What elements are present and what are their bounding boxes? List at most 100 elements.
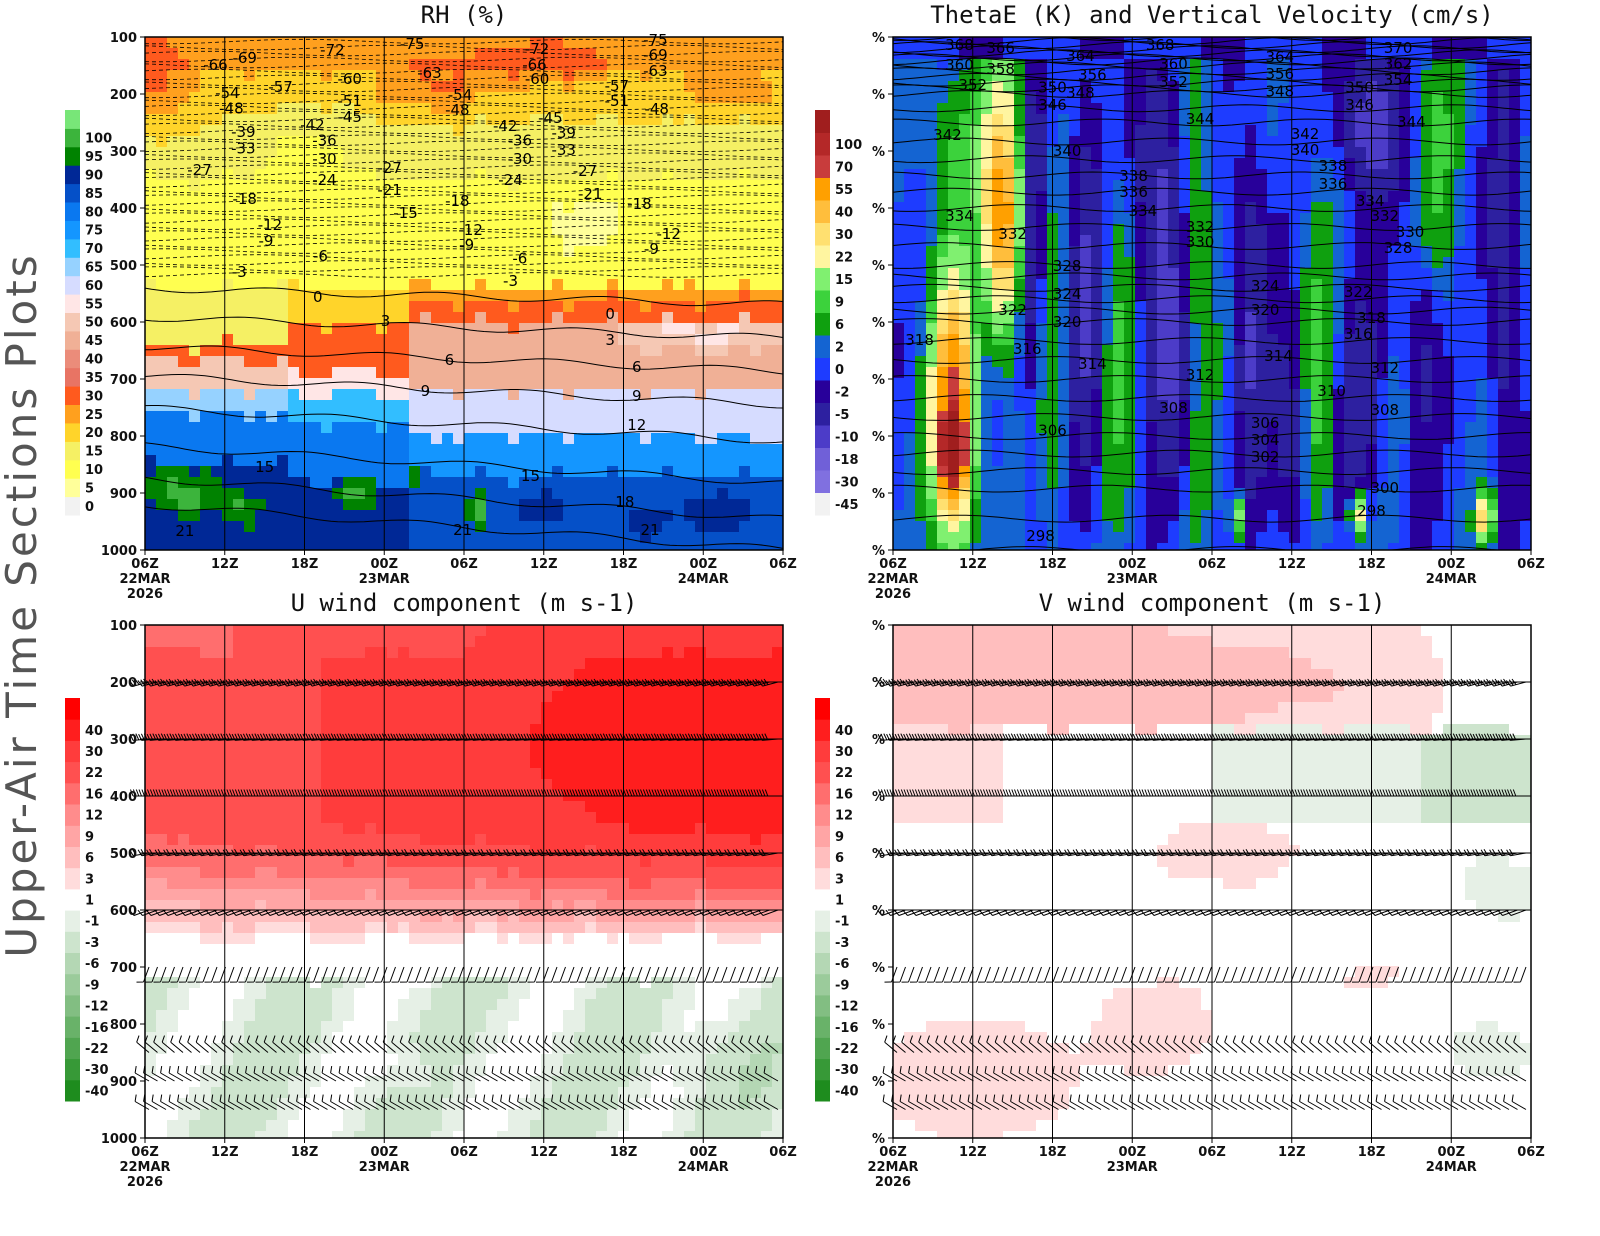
field-cell (761, 422, 773, 434)
field-cell (1025, 59, 1037, 71)
field-cell (409, 301, 421, 313)
field-cell (365, 455, 377, 467)
field-cell (233, 125, 245, 137)
field-cell (343, 268, 355, 280)
field-cell (365, 136, 377, 148)
field-cell (717, 510, 729, 522)
field-cell (1146, 180, 1158, 192)
field-cell (486, 455, 498, 467)
field-cell (431, 466, 443, 478)
field-cell (1135, 147, 1147, 159)
field-cell (354, 323, 366, 335)
field-cell (321, 235, 333, 247)
field-cell (431, 301, 443, 313)
field-cell (1212, 114, 1224, 126)
field-cell (464, 37, 476, 49)
field-cell (728, 532, 740, 544)
field-cell (761, 268, 773, 280)
field-cell (915, 70, 927, 82)
field-cell (409, 180, 421, 192)
field-cell (1003, 532, 1015, 544)
field-cell (310, 37, 322, 49)
field-cell (541, 48, 553, 60)
field-cell (211, 455, 223, 467)
field-cell (266, 92, 278, 104)
field-cell (728, 378, 740, 390)
field-cell (145, 158, 157, 170)
field-cell (937, 488, 949, 500)
field-cell (772, 466, 784, 478)
field-cell (1278, 389, 1290, 401)
field-cell (1344, 147, 1356, 159)
field-cell (178, 323, 190, 335)
field-cell (706, 169, 718, 181)
field-cell (453, 411, 465, 423)
contour-label: 12 (627, 416, 646, 434)
field-cell (1190, 114, 1202, 126)
field-cell (1355, 202, 1367, 214)
field-cell (1003, 433, 1015, 445)
field-cell (1135, 455, 1147, 467)
field-cell (508, 180, 520, 192)
field-cell (222, 235, 234, 247)
field-cell (893, 81, 905, 93)
field-cell (1135, 477, 1147, 489)
field-cell (1201, 213, 1213, 225)
field-cell (1168, 521, 1180, 533)
field-cell (1014, 59, 1026, 71)
field-cell (200, 422, 212, 434)
field-cell (343, 510, 355, 522)
field-cell (222, 70, 234, 82)
field-cell (750, 433, 762, 445)
field-cell (354, 37, 366, 49)
field-cell (398, 499, 410, 511)
field-cell (1069, 312, 1081, 324)
field-cell (1234, 268, 1246, 280)
field-cell (288, 499, 300, 511)
field-cell (1311, 158, 1323, 170)
field-cell (1223, 466, 1235, 478)
field-cell (574, 367, 586, 379)
contour-line (144, 68, 784, 75)
field-cell (1069, 290, 1081, 302)
field-cell (915, 378, 927, 390)
field-cell (750, 488, 762, 500)
field-cell (508, 59, 520, 71)
field-cell (156, 70, 168, 82)
field-cell (915, 147, 927, 159)
field-cell (387, 389, 399, 401)
field-cell (1223, 389, 1235, 401)
field-cell (937, 345, 949, 357)
field-cell (772, 411, 784, 423)
field-cell (728, 235, 740, 247)
contour-label: -75 (643, 31, 668, 49)
field-cell (596, 334, 608, 346)
field-cell (189, 488, 201, 500)
field-cell (1036, 499, 1048, 511)
field-cell (1003, 213, 1015, 225)
field-cell (1300, 92, 1312, 104)
field-cell (508, 147, 520, 159)
field-cell (739, 323, 751, 335)
field-cell (981, 103, 993, 115)
field-cell (354, 257, 366, 269)
field-cell (1201, 521, 1213, 533)
field-cell (233, 213, 245, 225)
field-cell (475, 411, 487, 423)
field-cell (1256, 158, 1268, 170)
field-cell (1124, 334, 1136, 346)
field-cell (1036, 367, 1048, 379)
field-cell (288, 81, 300, 93)
field-cell (1014, 235, 1026, 247)
field-cell (1344, 125, 1356, 137)
field-cell (189, 422, 201, 434)
field-cell (915, 367, 927, 379)
field-cell (486, 323, 498, 335)
field-cell (1223, 257, 1235, 269)
field-cell (981, 147, 993, 159)
field-cell (1036, 477, 1048, 489)
field-cell (343, 158, 355, 170)
field-cell (266, 224, 278, 236)
field-cell (1190, 400, 1202, 412)
